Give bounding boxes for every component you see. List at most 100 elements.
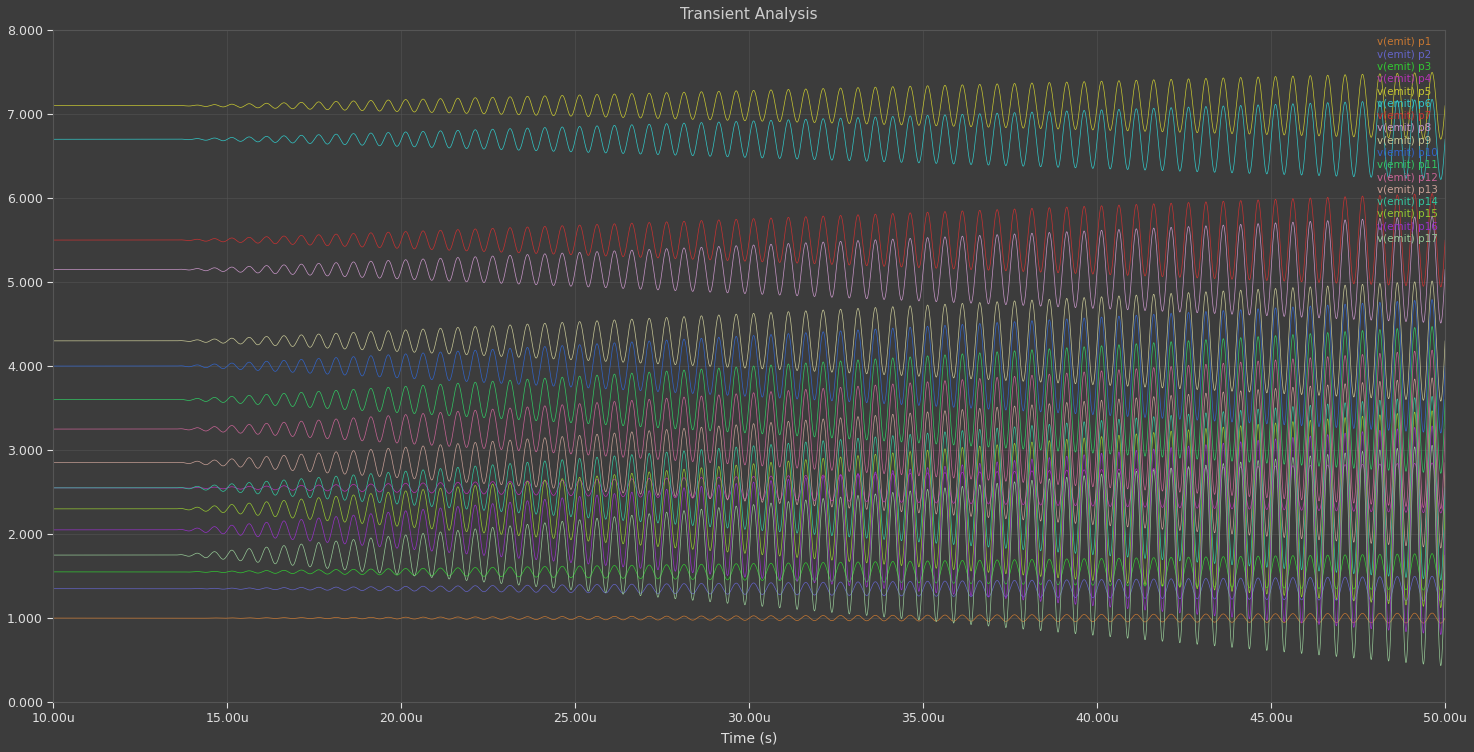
v(emit) p13 <box>929 504 946 513</box>
v(emit) p9 <box>548 341 566 350</box>
v(emit) p7 <box>115 235 133 244</box>
v(emit) p4 <box>868 472 886 481</box>
v(emit) p8 <box>1436 265 1453 274</box>
v(emit) p15 <box>868 457 886 466</box>
v(emit) p17 <box>1431 661 1449 670</box>
Line: v(emit) p3: v(emit) p3 <box>53 553 1445 590</box>
Line: v(emit) p2: v(emit) p2 <box>53 576 1445 602</box>
v(emit) p2 <box>929 591 946 600</box>
Line: v(emit) p9: v(emit) p9 <box>53 281 1445 401</box>
v(emit) p14 <box>115 484 133 493</box>
v(emit) p3 <box>115 567 133 576</box>
v(emit) p15 <box>1151 541 1169 550</box>
v(emit) p12 <box>1076 371 1094 380</box>
v(emit) p3 <box>1076 555 1094 564</box>
v(emit) p7 <box>929 261 946 270</box>
v(emit) p10 <box>868 329 886 338</box>
v(emit) p10 <box>1076 317 1094 326</box>
Line: v(emit) p5: v(emit) p5 <box>53 72 1445 139</box>
v(emit) p14 <box>929 532 946 541</box>
v(emit) p9 <box>44 336 62 345</box>
v(emit) p3 <box>868 559 886 568</box>
v(emit) p17 <box>929 610 946 619</box>
v(emit) p3 <box>548 569 566 578</box>
Line: v(emit) p15: v(emit) p15 <box>53 411 1445 608</box>
v(emit) p11 <box>868 360 886 369</box>
Title: Transient Analysis: Transient Analysis <box>681 7 818 22</box>
Line: v(emit) p13: v(emit) p13 <box>53 378 1445 548</box>
Line: v(emit) p7: v(emit) p7 <box>53 193 1445 287</box>
v(emit) p16 <box>1436 526 1453 535</box>
v(emit) p7 <box>44 235 62 244</box>
v(emit) p6 <box>1431 175 1449 184</box>
v(emit) p17 <box>1436 550 1453 559</box>
v(emit) p8 <box>1151 284 1169 293</box>
Line: v(emit) p14: v(emit) p14 <box>53 396 1445 580</box>
v(emit) p1 <box>868 611 886 620</box>
v(emit) p11 <box>1424 322 1442 331</box>
v(emit) p3 <box>44 567 62 576</box>
Line: v(emit) p16: v(emit) p16 <box>53 426 1445 635</box>
v(emit) p12 <box>929 467 946 476</box>
Legend: v(emit) p1, v(emit) p2, v(emit) p3, v(emit) p4, v(emit) p5, v(emit) p6, v(emit) : v(emit) p1, v(emit) p2, v(emit) p3, v(em… <box>1372 33 1442 248</box>
v(emit) p15 <box>1436 505 1453 514</box>
v(emit) p1 <box>1431 619 1449 628</box>
Line: v(emit) p11: v(emit) p11 <box>53 326 1445 473</box>
v(emit) p6 <box>1424 95 1442 104</box>
v(emit) p4 <box>929 497 946 506</box>
v(emit) p2 <box>1424 572 1442 581</box>
v(emit) p14 <box>1431 575 1449 584</box>
v(emit) p8 <box>44 265 62 274</box>
v(emit) p3 <box>1424 549 1442 558</box>
X-axis label: Time (s): Time (s) <box>721 731 777 745</box>
v(emit) p3 <box>1436 567 1453 576</box>
v(emit) p1 <box>115 614 133 623</box>
v(emit) p16 <box>1424 421 1442 430</box>
v(emit) p15 <box>929 557 946 566</box>
v(emit) p11 <box>44 395 62 404</box>
v(emit) p4 <box>1151 493 1169 502</box>
v(emit) p4 <box>548 485 566 494</box>
v(emit) p8 <box>115 265 133 274</box>
v(emit) p1 <box>548 614 566 623</box>
v(emit) p14 <box>1424 392 1442 401</box>
v(emit) p7 <box>1424 189 1442 198</box>
v(emit) p13 <box>44 458 62 467</box>
v(emit) p2 <box>44 584 62 593</box>
v(emit) p5 <box>1151 114 1169 123</box>
v(emit) p4 <box>1431 508 1449 517</box>
Line: v(emit) p8: v(emit) p8 <box>53 217 1445 323</box>
v(emit) p7 <box>1431 283 1449 292</box>
v(emit) p7 <box>1151 253 1169 262</box>
v(emit) p17 <box>1151 591 1169 600</box>
v(emit) p7 <box>548 238 566 247</box>
v(emit) p4 <box>1076 466 1094 475</box>
Line: v(emit) p4: v(emit) p4 <box>53 463 1445 513</box>
v(emit) p6 <box>929 156 946 165</box>
v(emit) p1 <box>1076 610 1094 619</box>
v(emit) p12 <box>1424 346 1442 355</box>
v(emit) p15 <box>44 505 62 514</box>
v(emit) p17 <box>868 498 886 507</box>
Line: v(emit) p12: v(emit) p12 <box>53 350 1445 508</box>
v(emit) p7 <box>868 214 886 223</box>
v(emit) p6 <box>1151 150 1169 159</box>
v(emit) p3 <box>1431 586 1449 595</box>
v(emit) p11 <box>1076 346 1094 355</box>
v(emit) p10 <box>929 397 946 406</box>
v(emit) p1 <box>44 614 62 623</box>
v(emit) p15 <box>1424 406 1442 415</box>
v(emit) p14 <box>44 484 62 493</box>
v(emit) p6 <box>115 135 133 144</box>
v(emit) p16 <box>115 526 133 535</box>
v(emit) p15 <box>548 511 566 520</box>
v(emit) p6 <box>1436 135 1453 144</box>
v(emit) p12 <box>1431 504 1449 513</box>
v(emit) p11 <box>929 435 946 444</box>
v(emit) p5 <box>548 104 566 113</box>
v(emit) p9 <box>1151 359 1169 368</box>
v(emit) p9 <box>1424 277 1442 286</box>
v(emit) p11 <box>1436 395 1453 404</box>
v(emit) p11 <box>548 400 566 409</box>
v(emit) p2 <box>1076 576 1094 585</box>
